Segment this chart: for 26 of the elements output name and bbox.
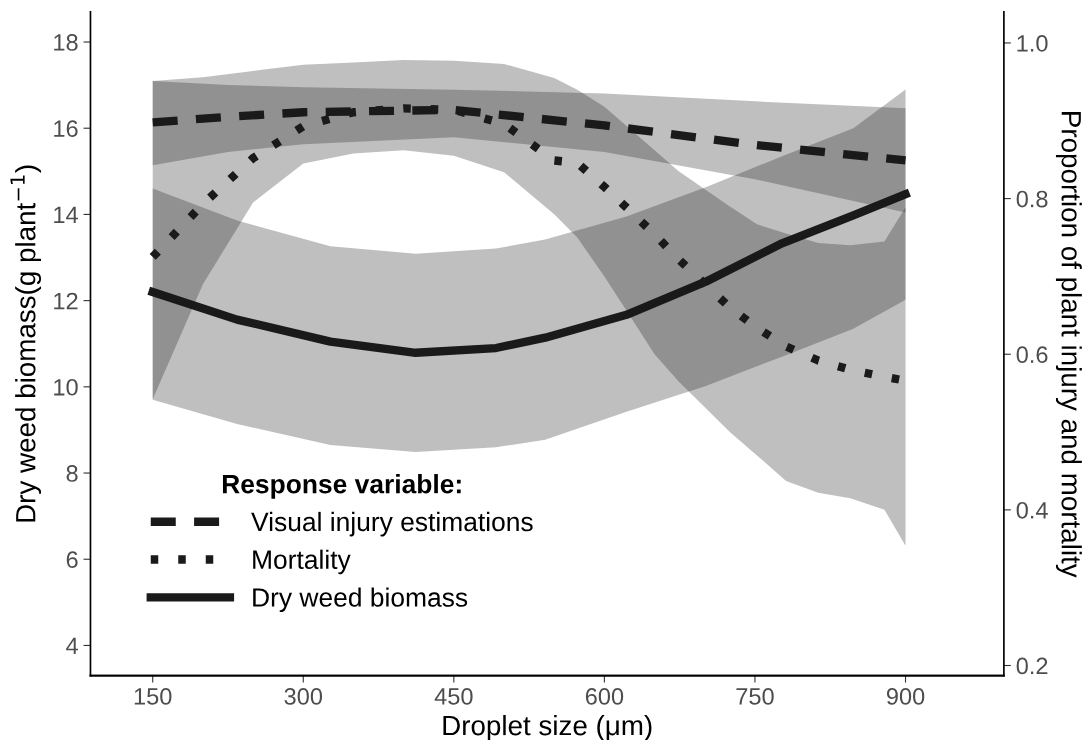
y-tick-label: 6 <box>66 551 78 569</box>
y-axis-title: Dry weed biomass(g plant$^{−1}$) <box>10 165 42 522</box>
y-tick-label: 12 <box>54 292 78 310</box>
y2-tick-label: 0.8 <box>1016 190 1048 208</box>
y2-tick-label: 0.2 <box>1016 657 1048 675</box>
x-tick-label: 300 <box>284 688 323 705</box>
x-axis-title: Droplet size (μm) <box>443 714 652 740</box>
legend-label: Visual injury estimations <box>251 511 533 537</box>
legend-label: Mortality <box>253 549 351 575</box>
y2-tick-label: 0.6 <box>1016 346 1048 364</box>
y-tick-label: 8 <box>66 465 78 482</box>
x-tick-label: 900 <box>886 688 925 705</box>
legend-label: Dry weed biomass <box>253 587 468 613</box>
y2-tick-label: 0.4 <box>1016 501 1048 519</box>
y2-axis-title: Proportion of plant injury and mortality <box>1055 112 1082 578</box>
y-tick-label: 18 <box>54 34 78 51</box>
x-tick-label: 750 <box>736 688 774 705</box>
x-tick-label: 150 <box>134 688 172 705</box>
x-tick-label: 600 <box>585 688 624 705</box>
y-tick-label: 10 <box>54 378 78 396</box>
y-tick-label: 14 <box>54 206 78 223</box>
y-tick-label: 4 <box>66 637 78 654</box>
y2-tick-label: 1.0 <box>1017 35 1048 52</box>
y-tick-label: 16 <box>54 120 78 137</box>
legend-title: Response variable: <box>222 474 461 499</box>
x-tick-label: 450 <box>434 688 473 705</box>
